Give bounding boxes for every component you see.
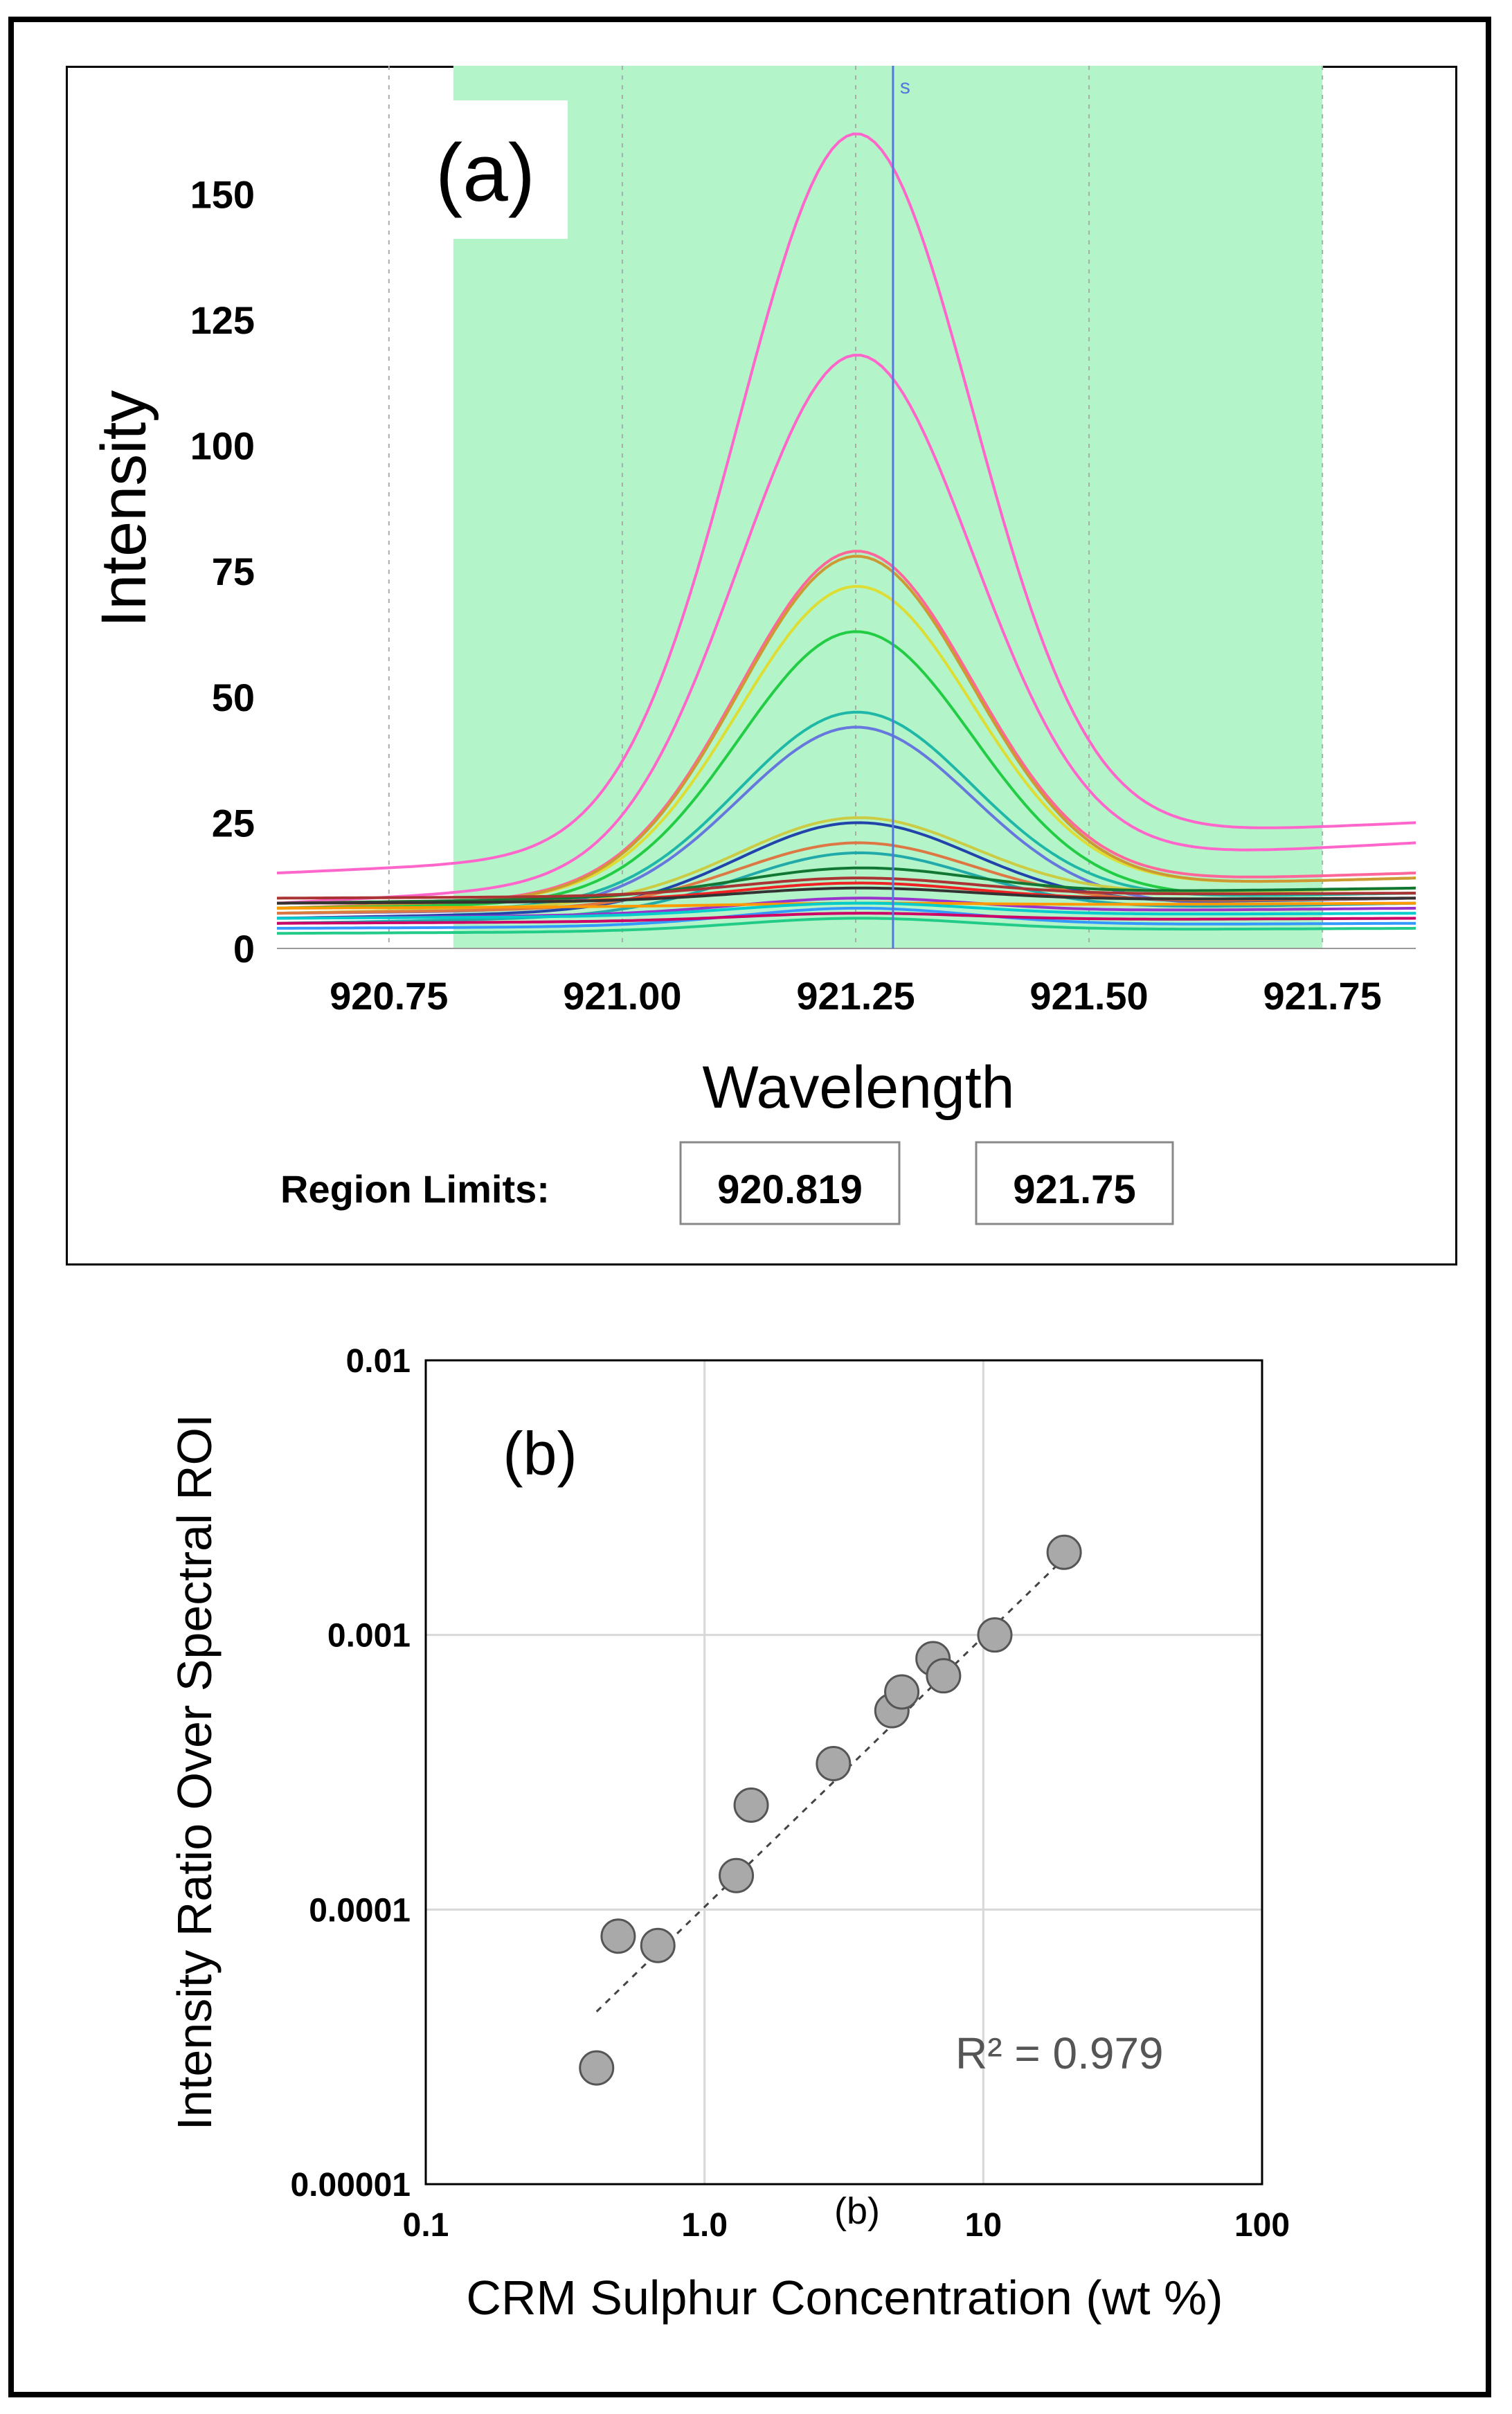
b-y-tick-label: 0.001 (327, 1618, 411, 1655)
spectrum-chart: s 0 25 50 75 100 125 150 920.75 921.00 921.25 921… (89, 66, 1416, 1225)
b-y-tick-label: 0.00001 (290, 2167, 411, 2204)
a-y-axis-label: Intensity (89, 390, 159, 628)
b-x-tick-label: 1.0 (681, 2207, 728, 2244)
region-limit-max-value: 921.75 (1013, 1167, 1135, 1212)
b-y-tick-label: 0.0001 (309, 1892, 411, 1929)
spectrum-line-s14 (276, 876, 1416, 900)
spectrum-line-s1 (276, 132, 1416, 874)
data-point (1046, 1534, 1082, 1570)
a-y-tick-label: 50 (212, 676, 255, 719)
spectrum-line-s22 (277, 901, 1416, 920)
a-y-tick-label: 75 (212, 550, 255, 593)
trendline (595, 1558, 1065, 2012)
panel-a-label-box (403, 100, 568, 239)
b-x-tick-label: 100 (1234, 2207, 1290, 2244)
a-y-tick-label: 25 (212, 801, 255, 845)
b-y-axis-label: Intensity Ratio Over Spectral ROI (168, 1414, 222, 2131)
data-point (977, 1617, 1013, 1653)
spectrum-line-s12 (276, 851, 1416, 925)
b-x-tick-label: 0.1 (403, 2207, 449, 2244)
a-x-axis-label: Wavelength (703, 1054, 1015, 1121)
figure-frame (8, 17, 1491, 2397)
a-x-tick-label: 921.00 (563, 974, 681, 1018)
region-limits-label: Region Limits: (280, 1167, 550, 1211)
panel-a-label: (a) (435, 127, 535, 219)
a-y-tick-label: 150 (190, 172, 255, 216)
r-squared-annotation: R² = 0.979 (955, 2028, 1164, 2078)
spectrum-line-s19 (277, 917, 1416, 935)
data-point (733, 1787, 769, 1823)
b-x-caption: (b) (834, 2190, 880, 2232)
a-x-tick-label: 921.75 (1263, 974, 1382, 1018)
b-plot-border (424, 1359, 1263, 2186)
spectrum-line-s21 (276, 912, 1416, 925)
data-point (640, 1927, 676, 1963)
a-x-tick-label: 921.50 (1029, 974, 1148, 1018)
data-point (579, 2050, 615, 2086)
a-x-tick-label: 921.25 (796, 974, 915, 1018)
data-point (816, 1746, 852, 1782)
peak-marker-label: s (900, 75, 910, 98)
region-limit-min-field[interactable] (679, 1141, 901, 1225)
a-y-tick-label: 100 (190, 424, 255, 468)
a-x-tick-label: 920.75 (330, 974, 448, 1018)
data-point (884, 1674, 920, 1710)
b-y-tick-label: 0.01 (346, 1343, 411, 1380)
spectrum-line-s16 (277, 886, 1416, 905)
region-limit-min-value: 920.819 (717, 1167, 863, 1212)
spectrum-line-s18 (277, 906, 1416, 930)
data-point (719, 1857, 755, 1893)
calibration-chart: 0.00001 0.0001 0.001 0.01 0.1 1.0 10 100 (b) R… (168, 1343, 1290, 2325)
panel-b-label: (b) (503, 1419, 577, 1488)
region-limit-max-field[interactable] (975, 1141, 1174, 1225)
roi-highlight (453, 66, 1323, 948)
b-x-tick-label: 10 (965, 2207, 1002, 2244)
data-point (600, 1918, 636, 1954)
spectrum-line-s13 (276, 866, 1416, 905)
data-point (926, 1658, 962, 1694)
a-y-tick-label: 0 (233, 927, 255, 971)
b-x-axis-label: CRM Sulphur Concentration (wt %) (466, 2271, 1223, 2325)
a-y-tick-label: 125 (190, 298, 255, 342)
spectrum-line-s2 (276, 353, 1416, 905)
